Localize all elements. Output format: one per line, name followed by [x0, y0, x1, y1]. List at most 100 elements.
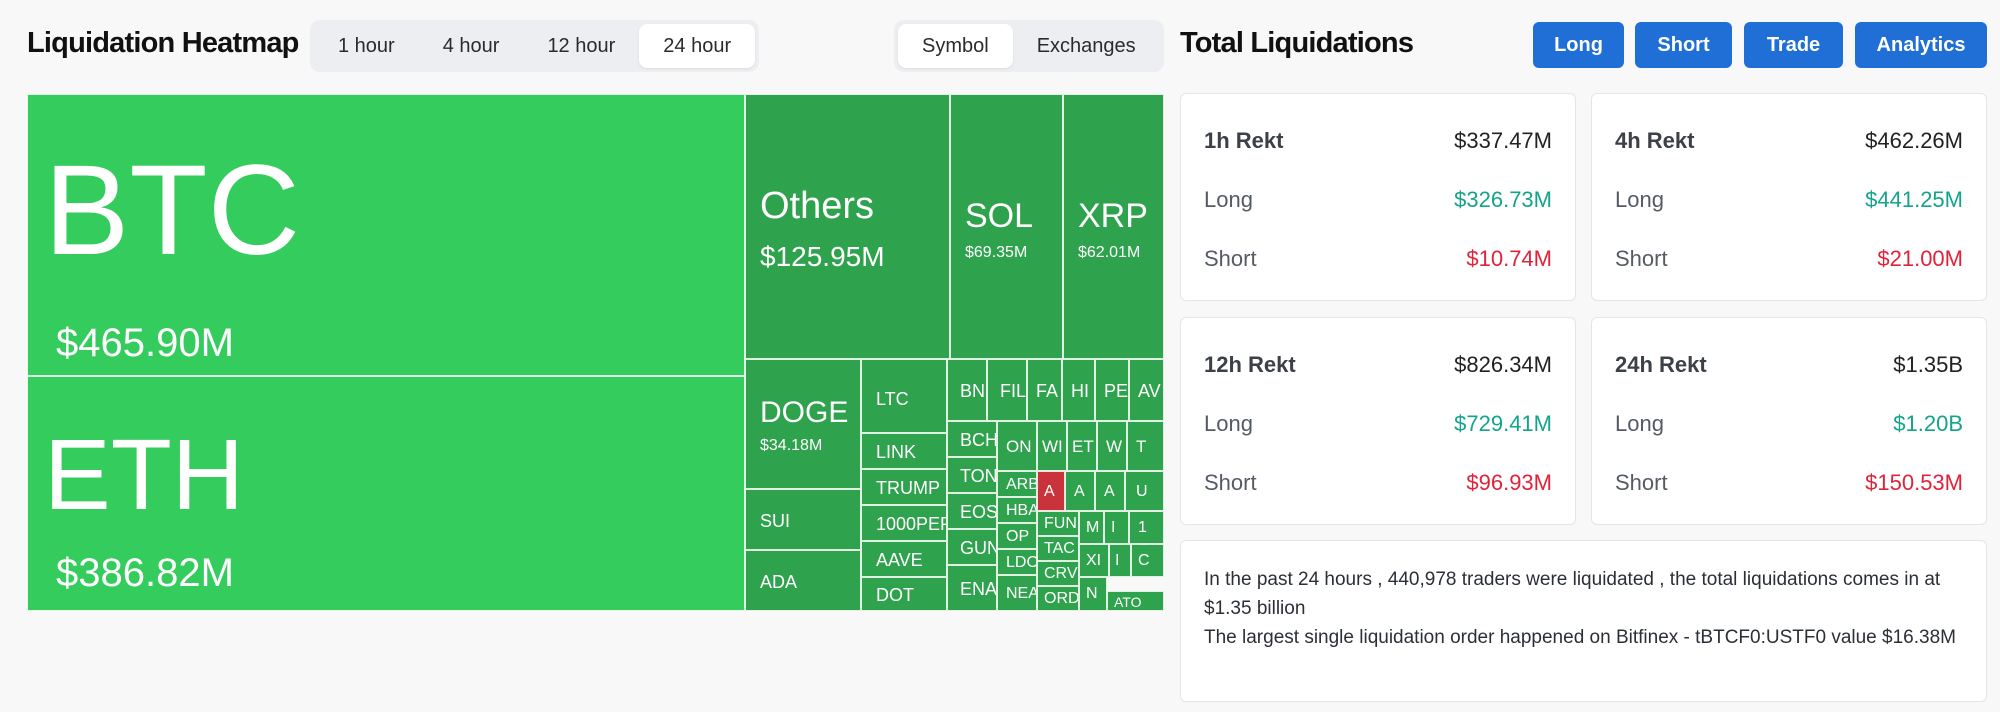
- treemap-tile-eth[interactable]: ETH $386.82M: [27, 376, 745, 611]
- liquidation-summary: In the past 24 hours , 440,978 traders w…: [1180, 540, 1987, 702]
- treemap-tile-sol[interactable]: SOL $69.35M: [950, 94, 1063, 359]
- trade-button[interactable]: Trade: [1744, 22, 1843, 68]
- treemap-tile-bn[interactable]: BN: [947, 359, 987, 421]
- treemap-tile-dot[interactable]: DOT: [861, 577, 947, 611]
- treemap-tile-1[interactable]: 1: [1129, 511, 1164, 544]
- treemap-tile-sui[interactable]: SUI: [745, 489, 861, 550]
- treemap-tile-i[interactable]: I: [1109, 544, 1131, 577]
- view-tabs: Symbol Exchanges: [894, 20, 1164, 72]
- tile-symbol: AAVE: [876, 550, 923, 570]
- treemap-tile-nea[interactable]: NEA: [997, 575, 1037, 611]
- treemap-tile-a[interactable]: A: [1065, 471, 1095, 511]
- tile-symbol: DOT: [876, 585, 914, 605]
- treemap-tile-ldo[interactable]: LDO: [997, 549, 1037, 575]
- treemap-tile-btc[interactable]: BTC $465.90M: [27, 94, 745, 376]
- short-value: $96.93M: [1466, 470, 1552, 495]
- treemap-tile-aave[interactable]: AAVE: [861, 541, 947, 577]
- tab-24-hour[interactable]: 24 hour: [639, 24, 756, 68]
- treemap-tile-ato[interactable]: ATO: [1107, 591, 1164, 611]
- treemap-tile-pe[interactable]: PE: [1095, 359, 1129, 421]
- treemap-tile-ton[interactable]: TON: [947, 457, 997, 493]
- tile-symbol: LINK: [876, 442, 917, 462]
- treemap-tile-tac[interactable]: TAC: [1037, 536, 1079, 561]
- treemap-tile-gun[interactable]: GUN: [947, 529, 997, 565]
- tile-symbol: NEA: [1006, 585, 1037, 602]
- tile-symbol: M: [1086, 519, 1100, 536]
- tile-symbol: A: [1104, 483, 1115, 500]
- tile-symbol: BN: [960, 381, 986, 401]
- tab-1-hour[interactable]: 1 hour: [338, 34, 395, 57]
- tab-4-hour[interactable]: 4 hour: [442, 34, 500, 57]
- treemap-tile-ada[interactable]: ADA: [745, 550, 861, 611]
- treemap-tile-1000pepe[interactable]: 1000PEPE: [861, 505, 947, 541]
- treemap-tile-i[interactable]: I: [1104, 511, 1129, 544]
- card-label: 24h Rekt: [1615, 352, 1707, 377]
- tab-12-hour[interactable]: 12 hour: [547, 34, 616, 57]
- treemap-tile-ltc[interactable]: LTC: [861, 359, 947, 433]
- treemap-tile-w[interactable]: W: [1097, 421, 1127, 471]
- tile-symbol: ADA: [760, 572, 798, 592]
- card-total: $337.47M: [1454, 128, 1552, 153]
- treemap-tile-a[interactable]: A: [1037, 471, 1065, 511]
- treemap-tile-hi[interactable]: HI: [1062, 359, 1095, 421]
- total-liquidations-title: Total Liquidations: [1180, 27, 1414, 59]
- treemap-tile-u[interactable]: U: [1125, 471, 1164, 511]
- tile-symbol: EOS: [960, 502, 997, 522]
- tab-exchanges[interactable]: Exchanges: [1036, 34, 1136, 57]
- treemap-tile-op[interactable]: OP: [997, 523, 1037, 549]
- tile-symbol: HI: [1071, 381, 1089, 401]
- liquidation-treemap: BTC $465.90M ETH $386.82M Others $125.95M SOL $…: [27, 94, 1164, 611]
- treemap-tile-crv[interactable]: CRV: [1037, 561, 1079, 586]
- tile-symbol: U: [1136, 483, 1148, 500]
- treemap-tile-bch[interactable]: BCH: [947, 421, 997, 457]
- treemap-tile-t[interactable]: T: [1127, 421, 1164, 471]
- treemap-tile-xi[interactable]: XI: [1079, 544, 1109, 577]
- short-button[interactable]: Short: [1635, 22, 1732, 68]
- treemap-tile-ena[interactable]: ENA: [947, 565, 997, 611]
- card-24h-rekt: 24h Rekt $1.35B Long $1.20B Short $150.53M: [1591, 317, 1987, 525]
- treemap-tile-fun[interactable]: FUN: [1037, 511, 1079, 536]
- treemap-tile-a[interactable]: A: [1095, 471, 1125, 511]
- card-1h-rekt: 1h Rekt $337.47M Long $326.73M Short $10.74…: [1180, 93, 1576, 301]
- short-label: Short: [1204, 246, 1257, 271]
- treemap-tile-doge[interactable]: DOGE $34.18M: [745, 359, 861, 489]
- tile-symbol: ATO: [1114, 594, 1142, 610]
- long-value: $326.73M: [1454, 187, 1552, 212]
- tile-symbol: ORD: [1044, 590, 1079, 607]
- tile-value: $62.01M: [1078, 244, 1141, 261]
- tile-value: $465.90M: [56, 321, 234, 365]
- tile-symbol: FA: [1036, 381, 1059, 401]
- card-total: $1.35B: [1893, 352, 1963, 377]
- treemap-tile-n[interactable]: N: [1079, 577, 1107, 611]
- treemap-tile-wi[interactable]: WI: [1037, 421, 1067, 471]
- tile-symbol: PE: [1104, 381, 1129, 401]
- tile-symbol: ET: [1072, 437, 1094, 456]
- treemap-tile-xrp[interactable]: XRP $62.01M: [1063, 94, 1164, 359]
- treemap-tile-link[interactable]: LINK: [861, 433, 947, 469]
- treemap-tile-c[interactable]: C: [1131, 544, 1164, 577]
- analytics-button[interactable]: Analytics: [1855, 22, 1987, 68]
- treemap-tile-av[interactable]: AV: [1129, 359, 1164, 421]
- tab-symbol[interactable]: Symbol: [898, 24, 1013, 68]
- long-button[interactable]: Long: [1533, 22, 1624, 68]
- treemap-tile-fil[interactable]: FIL: [987, 359, 1027, 421]
- tile-symbol: FUN: [1044, 515, 1077, 532]
- treemap-tile-hba[interactable]: HBA: [997, 497, 1037, 523]
- tile-symbol: WI: [1042, 437, 1063, 456]
- tile-symbol: XRP: [1078, 197, 1148, 235]
- tile-symbol: Others: [760, 185, 875, 227]
- tile-symbol: I: [1115, 552, 1120, 569]
- treemap-tile-arb[interactable]: ARB: [997, 471, 1037, 497]
- long-label: Long: [1204, 187, 1253, 212]
- treemap-tile-eos[interactable]: EOS: [947, 493, 997, 529]
- treemap-tile-on[interactable]: ON: [997, 421, 1037, 471]
- short-value: $150.53M: [1865, 470, 1963, 495]
- treemap-tile-fa[interactable]: FA: [1027, 359, 1062, 421]
- treemap-tile-et[interactable]: ET: [1067, 421, 1097, 471]
- treemap-tile-m[interactable]: M: [1079, 511, 1104, 544]
- treemap-tile-trump[interactable]: TRUMP: [861, 469, 947, 505]
- treemap-tile-others[interactable]: Others $125.95M: [745, 94, 950, 359]
- tile-symbol: 1: [1138, 519, 1147, 536]
- tile-symbol: FIL: [1000, 381, 1027, 401]
- treemap-tile-ord[interactable]: ORD: [1037, 586, 1079, 611]
